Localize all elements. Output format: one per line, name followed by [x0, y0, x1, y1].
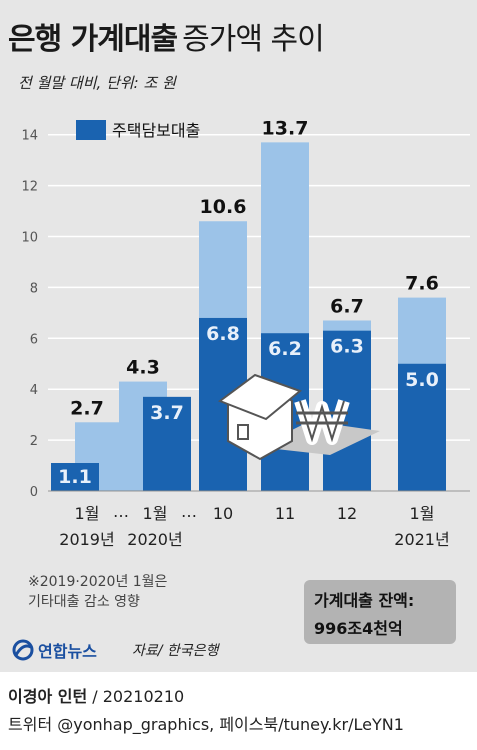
total-value-label: 10.6	[200, 196, 247, 218]
total-value-label: 7.6	[405, 273, 439, 295]
chart-title: 은행 가계대출 증가액 추이	[8, 14, 325, 58]
balance-box: 가계대출 잔액: 996조4천억	[304, 580, 456, 644]
total-value-label: 6.7	[330, 295, 364, 317]
x-tick-label: 1월	[75, 504, 100, 523]
bar-chart: 0 2 4 6 8 10 12 14 2.7 4.3 10.6 13.7 6.7 7.6 1.1 3.7 6.8…	[21, 117, 470, 549]
credit-social: 트위터 @yonhap_graphics, 페이스북/tuney.kr/LeYN…	[8, 715, 404, 734]
footnote: ※2019·2020년 1월은 기타대출 감소 영향	[28, 572, 167, 612]
x-tick-year-label: 2021년	[394, 530, 449, 549]
mortgage-value-label: 6.3	[330, 336, 364, 358]
total-value-label: 4.3	[126, 357, 160, 379]
date: / 20210210	[92, 687, 185, 706]
mortgage-value-label: 5.0	[405, 369, 439, 391]
x-ellipsis: …	[113, 502, 129, 521]
mortgage-bar	[51, 463, 99, 491]
yonhap-logo: 연합뉴스	[12, 638, 97, 662]
x-tick-label: 1월	[410, 504, 435, 523]
author: 이경아 인턴	[8, 687, 88, 706]
mortgage-value-label: 6.2	[268, 338, 302, 360]
x-tick-year-label: 2019년	[59, 530, 114, 549]
title-light: 증가액 추이	[182, 22, 325, 57]
y-tick-label: 10	[21, 231, 38, 246]
total-value-label: 2.7	[70, 397, 104, 419]
y-tick-label: 6	[30, 332, 38, 347]
yonhap-logo-icon	[12, 639, 34, 661]
mortgage-value-label: 6.8	[206, 323, 240, 345]
chart-subtitle: 전 월말 대비, 단위: 조 원	[18, 74, 176, 92]
legend-label: 주택담보대출	[112, 121, 200, 140]
x-tick-label: 12	[337, 504, 357, 523]
x-tick-label: 11	[275, 504, 295, 523]
x-tick-label: 1월	[143, 504, 168, 523]
x-tick-year-label: 2020년	[127, 530, 182, 549]
credit-line-1: 이경아 인턴 / 20210210	[8, 683, 184, 707]
logo-text: 연합뉴스	[38, 642, 97, 661]
balance-label: 가계대출 잔액:	[314, 591, 415, 610]
y-tick-label: 0	[30, 485, 38, 500]
x-tick-label: 10	[213, 504, 233, 523]
infographic-card: 은행 가계대출 증가액 추이 전 월말 대비, 단위: 조 원 0 2 4 6 8 10 1…	[0, 0, 477, 672]
footnote-line-2: 기타대출 감소 영향	[28, 594, 140, 610]
y-tick-label: 4	[30, 383, 38, 398]
y-tick-label: 12	[21, 180, 38, 195]
balance-value: 996조4천억	[314, 619, 403, 638]
source-text: 자료/ 한국은행	[132, 643, 219, 659]
y-tick-label: 14	[21, 129, 38, 144]
total-value-label: 13.7	[262, 117, 309, 139]
title-bold: 은행 가계대출	[8, 22, 178, 57]
x-ellipsis: …	[181, 502, 197, 521]
mortgage-bar	[143, 396, 191, 491]
legend-swatch	[76, 120, 106, 140]
house-won-icon	[217, 373, 380, 461]
y-tick-label: 8	[30, 281, 38, 296]
y-tick-label: 2	[30, 434, 38, 449]
mortgage-bar	[398, 363, 446, 491]
mortgage-value-label: 1.1	[58, 466, 92, 488]
footnote-line-1: ※2019·2020년 1월은	[28, 574, 168, 590]
mortgage-value-label: 3.7	[150, 402, 184, 424]
